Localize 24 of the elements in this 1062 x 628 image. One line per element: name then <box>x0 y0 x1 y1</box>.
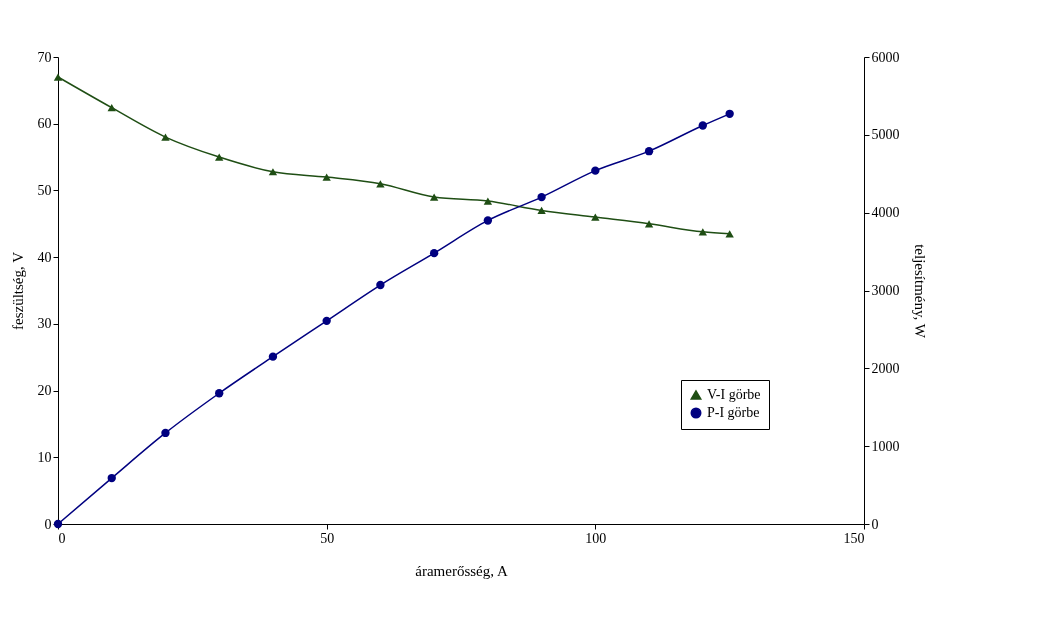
y-tick-label: 60 <box>37 116 52 132</box>
x-tick-label: 50 <box>320 530 335 546</box>
y2-tick-label: 2000 <box>871 360 900 376</box>
x-axis-title: áramerősség, A <box>415 562 508 579</box>
y2-tick-label: 5000 <box>871 127 900 143</box>
y-axis-title: feszültség, V <box>9 251 26 331</box>
y2-tick-label: 1000 <box>871 438 900 454</box>
y2-tick-label: 4000 <box>871 205 900 221</box>
legend-label: P-I görbe <box>707 405 760 420</box>
y-tick-label: 70 <box>37 49 52 65</box>
x-tick-label: 150 <box>843 530 865 546</box>
y-tick-label: 30 <box>37 316 52 332</box>
y2-tick-label: 6000 <box>871 49 900 65</box>
y-tick-label: 0 <box>44 516 52 532</box>
y2-tick-label: 3000 <box>871 283 900 298</box>
y-tick-label: 20 <box>37 383 52 399</box>
y2-axis-title: teljesítmény, W <box>911 244 928 339</box>
y-tick-label: 50 <box>37 182 52 198</box>
y-tick-label: 40 <box>37 249 52 265</box>
y-tick-label: 10 <box>37 449 52 465</box>
legend-label: V-I görbe <box>707 387 761 402</box>
x-tick-label: 100 <box>585 530 607 546</box>
y2-tick-label: 0 <box>871 516 879 532</box>
x-tick-label: 0 <box>58 530 66 546</box>
